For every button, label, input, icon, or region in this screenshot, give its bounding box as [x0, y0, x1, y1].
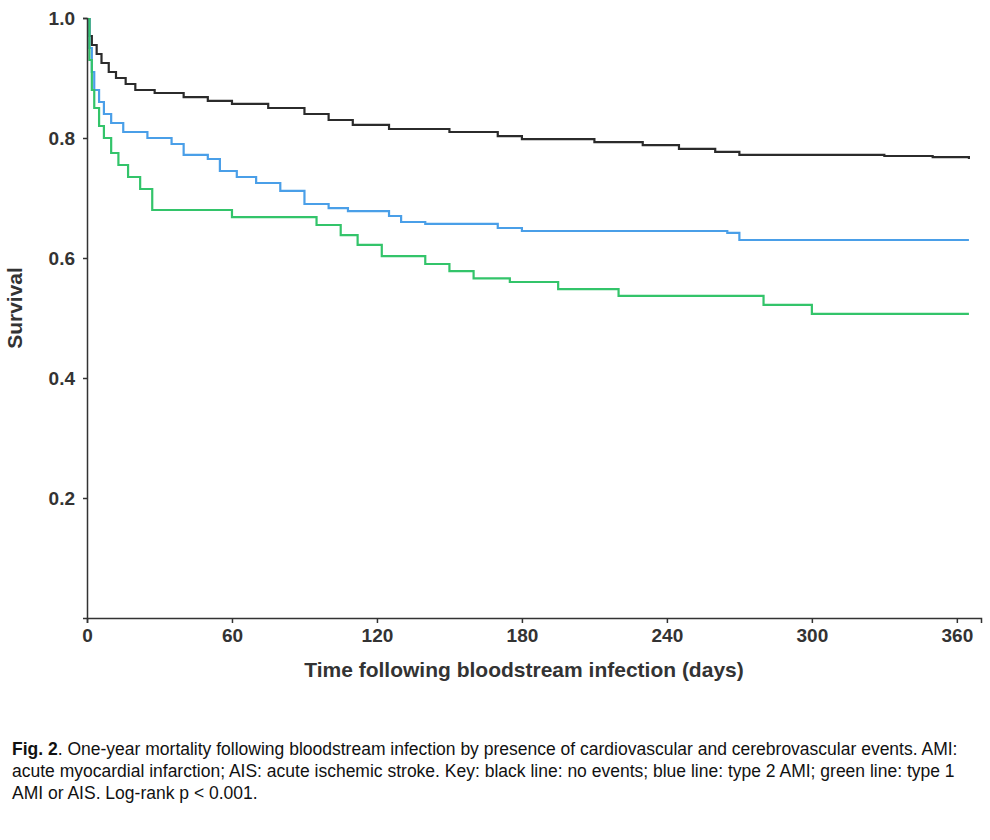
y-tick: 0.6 [49, 248, 87, 269]
y-tick-mark [83, 258, 87, 260]
y-tick-mark [83, 378, 87, 380]
x-tick-label: 0 [82, 625, 93, 646]
x-tick: 60 [222, 618, 243, 646]
y-tick-label: 0.6 [49, 248, 75, 269]
y-tick-mark [83, 18, 87, 20]
y-tick-label: 0.4 [49, 368, 76, 389]
x-axis: 0 60 120 180 240 300 360 [82, 618, 981, 646]
x-tick-label: 60 [222, 625, 243, 646]
survival-line [87, 18, 969, 159]
y-tick-label: 0.2 [49, 488, 75, 509]
x-tick-label: 240 [652, 625, 684, 646]
x-tick: 120 [362, 618, 394, 646]
x-axis-title: Time following bloodstream infection (da… [304, 658, 743, 681]
y-tick: 1.0 [49, 8, 87, 29]
y-tick: 0.2 [49, 488, 87, 509]
x-tick-mark [667, 618, 669, 623]
x-tick: 180 [507, 618, 539, 646]
y-tick-mark [83, 138, 87, 140]
caption-label: Fig. 2 [12, 739, 58, 759]
y-tick-mark [83, 498, 87, 500]
x-axis-line [88, 619, 982, 624]
x-tick-label: 360 [941, 625, 973, 646]
x-tick-label: 300 [797, 625, 829, 646]
chart: 0 60 120 180 240 300 360 0.2 0.4 0.6 0.8 1.0 Time fo… [0, 0, 990, 720]
x-tick-label: 180 [507, 625, 539, 646]
y-axis-title: Survival [3, 267, 26, 349]
y-tick-label: 1.0 [49, 8, 75, 29]
y-tick: 0.4 [49, 368, 87, 389]
x-tick-label: 120 [362, 625, 394, 646]
survival-line [87, 18, 969, 240]
y-tick: 0.8 [49, 128, 87, 149]
x-tick-mark [377, 618, 379, 623]
x-tick: 300 [797, 618, 829, 646]
x-tick: 240 [652, 618, 684, 646]
y-axis: 0.2 0.4 0.6 0.8 1.0 [49, 8, 88, 619]
y-tick-label: 0.8 [49, 128, 75, 149]
caption-text: . One-year mortality following bloodstre… [12, 739, 967, 803]
x-tick-mark [812, 618, 814, 623]
x-tick-mark [522, 618, 524, 623]
caption: Fig. 2. One-year mortality following blo… [12, 738, 972, 804]
plot-area [87, 18, 969, 314]
x-tick-mark [957, 618, 959, 623]
x-tick: 360 [941, 618, 973, 646]
survival-line [87, 18, 969, 314]
x-tick: 0 [82, 618, 93, 646]
x-tick-mark [232, 618, 234, 623]
y-axis-line [83, 19, 88, 619]
